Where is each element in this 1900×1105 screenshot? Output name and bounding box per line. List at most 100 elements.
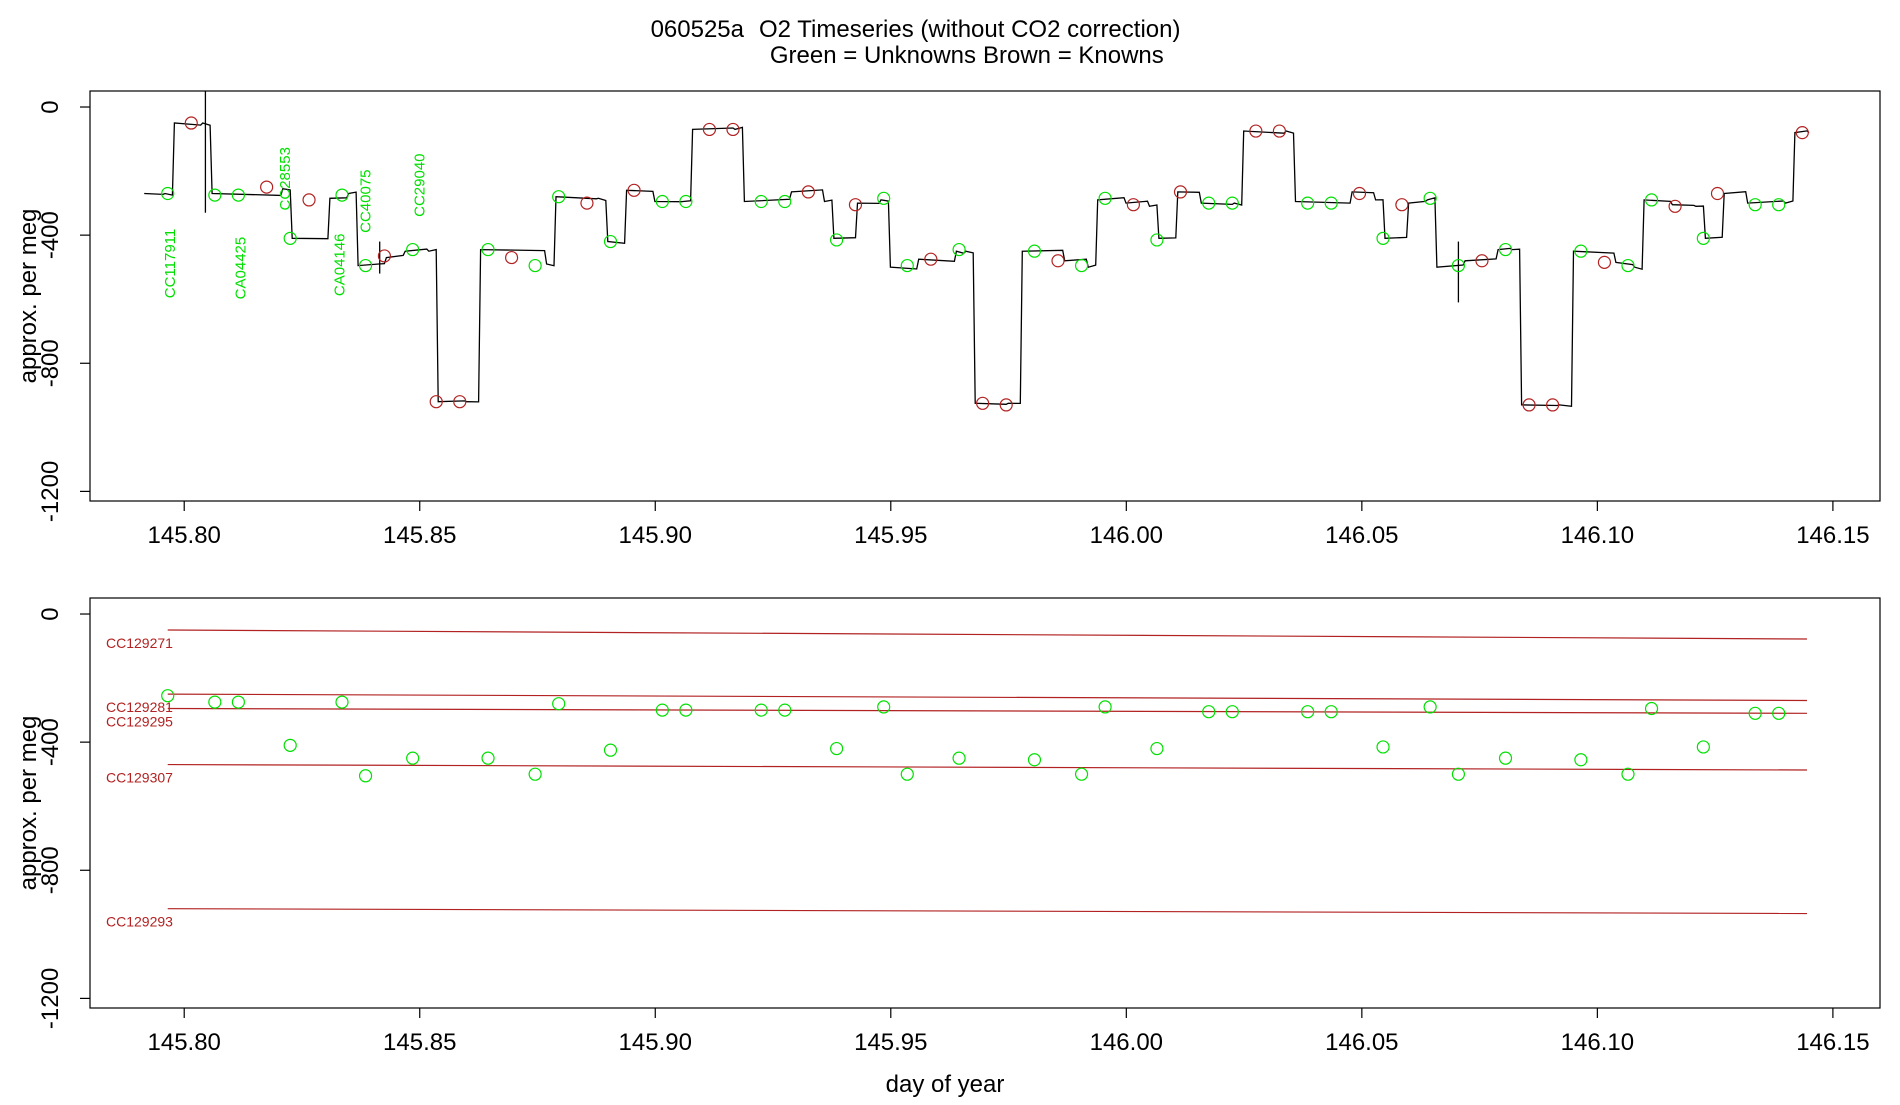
unknown-point — [208, 188, 222, 202]
x-tick-label: 146.00 — [1090, 1029, 1163, 1056]
title-id: 060525a — [651, 16, 745, 43]
unknown-point — [1074, 767, 1089, 781]
unknown-point — [528, 767, 542, 781]
known-point — [504, 250, 519, 265]
unknown-point — [1621, 767, 1635, 781]
known-point — [801, 185, 815, 199]
unknown-point — [481, 242, 495, 257]
unknown-point — [1748, 198, 1762, 212]
reference-line-label: CC129281 — [106, 699, 173, 715]
unknown-point — [1301, 196, 1315, 210]
x-tick-label: 146.15 — [1796, 1029, 1869, 1056]
known-point — [1546, 398, 1560, 412]
x-tick-label: 145.95 — [854, 522, 927, 549]
unknown-point — [1027, 244, 1042, 258]
known-point — [1249, 124, 1263, 138]
unknown-point — [1202, 705, 1216, 719]
known-point — [1126, 198, 1140, 212]
x-tick-label: 146.05 — [1325, 1029, 1398, 1056]
unknown-point — [679, 703, 693, 717]
unknown-point — [1574, 244, 1588, 258]
unknown-point — [1696, 740, 1710, 754]
o2-trace-line — [144, 122, 1810, 408]
known-point — [302, 193, 316, 207]
title-text: O2 Timeseries (without CO2 correction) — [759, 16, 1180, 43]
sample-annotation: CA04425 — [232, 237, 249, 300]
unknown-point — [1098, 191, 1112, 205]
reference-line-label: CC129295 — [106, 714, 173, 730]
unknown-point — [1498, 751, 1513, 765]
unknown-point — [603, 234, 618, 249]
unknown-point — [603, 743, 618, 757]
reference-line-label: CC129307 — [106, 770, 173, 786]
unknown-point — [1644, 193, 1659, 207]
known-point — [184, 116, 198, 130]
unknown-point — [1150, 233, 1164, 247]
unknown-point — [1225, 196, 1239, 210]
known-point — [1710, 186, 1725, 201]
unknown-point — [679, 194, 693, 209]
unknown-point — [1324, 705, 1338, 719]
x-tick-label: 146.05 — [1325, 522, 1398, 549]
unknown-point — [655, 194, 669, 209]
x-tick-label: 145.90 — [619, 1029, 692, 1056]
known-point — [999, 398, 1013, 412]
y-axis-label: approx. per meg — [15, 209, 42, 384]
unknown-point — [778, 194, 792, 209]
sample-annotation: CC117911 — [162, 229, 179, 299]
x-tick-label: 145.80 — [148, 1029, 221, 1056]
reference-panel: 145.80 145.85 145.90 145.95 146.00 146.05 146.… — [15, 597, 1881, 1098]
x-tick-label: 146.00 — [1090, 522, 1163, 549]
unknown-point — [552, 190, 566, 204]
x-tick-label: 146.15 — [1796, 522, 1869, 549]
unknown-point — [877, 191, 891, 205]
unknown-point — [877, 700, 891, 714]
legend-knowns: Brown = Knowns — [983, 42, 1164, 69]
unknown-point — [1301, 705, 1315, 719]
unknown-point — [1027, 753, 1042, 767]
reference-line — [167, 707, 1807, 714]
known-point — [260, 180, 274, 194]
unknown-point — [1150, 741, 1164, 756]
unknown-point — [1324, 196, 1338, 210]
unknown-point — [754, 703, 768, 717]
unknown-point — [283, 231, 297, 245]
unknown-point — [335, 188, 349, 202]
unknown-point — [1451, 767, 1466, 781]
figure-title: 060525a O2 Timeseries (without CO2 corre… — [651, 16, 1181, 69]
known-point — [726, 122, 740, 137]
unknown-point — [952, 751, 966, 765]
plot-frame — [89, 597, 1881, 1009]
sample-annotation: CA04146 — [331, 234, 348, 297]
unknown-point — [1748, 706, 1762, 720]
unknown-point — [952, 242, 966, 257]
known-point — [627, 183, 641, 197]
unknown-point — [358, 769, 373, 783]
unknown-point — [1423, 191, 1437, 205]
unknown-point — [1376, 740, 1390, 754]
unknown-point — [1574, 753, 1588, 767]
reference-line-label: CC129271 — [106, 635, 173, 651]
unknown-point — [900, 767, 914, 781]
known-point — [702, 122, 717, 137]
unknown-point — [1225, 705, 1239, 719]
sample-annotation: CC28553 — [277, 147, 294, 210]
unknown-point — [358, 258, 373, 273]
reference-line — [167, 763, 1807, 771]
unknown-point — [1644, 701, 1659, 716]
known-point — [429, 395, 443, 409]
reference-line — [167, 908, 1807, 915]
unknown-point — [1451, 258, 1466, 273]
known-point — [1597, 255, 1612, 269]
unknown-point — [1498, 242, 1513, 257]
unknown-point — [528, 258, 542, 273]
known-point — [580, 196, 594, 210]
unknown-point — [1376, 231, 1390, 245]
unknown-point — [1696, 231, 1710, 245]
y-tick-label: -400 — [37, 718, 64, 766]
known-point — [1395, 198, 1409, 212]
unknown-point — [231, 695, 245, 709]
unknown-point — [778, 703, 792, 717]
unknown-point — [552, 697, 566, 711]
